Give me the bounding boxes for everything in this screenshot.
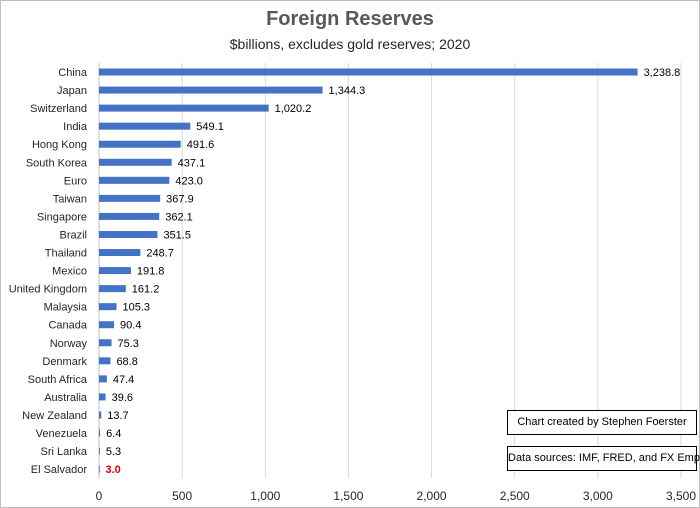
value-label: 362.1 bbox=[165, 211, 193, 223]
category-label: Norway bbox=[50, 338, 88, 350]
category-label: Denmark bbox=[42, 356, 87, 368]
x-tick-label: 3,000 bbox=[583, 489, 613, 503]
bar bbox=[99, 140, 181, 148]
category-label: El Salvador bbox=[31, 464, 88, 476]
category-label: New Zealand bbox=[22, 410, 87, 422]
bar bbox=[99, 194, 161, 202]
category-label: Hong Kong bbox=[32, 139, 87, 151]
value-label: 3,238.8 bbox=[644, 67, 681, 79]
bar bbox=[99, 249, 141, 257]
value-label: 491.6 bbox=[187, 139, 215, 151]
value-label: 549.1 bbox=[196, 121, 224, 133]
bar bbox=[99, 158, 172, 166]
x-tick-label: 2,500 bbox=[500, 489, 530, 503]
x-tick-label: 2,000 bbox=[417, 489, 447, 503]
value-label: 423.0 bbox=[175, 175, 203, 187]
bar bbox=[99, 285, 126, 293]
category-label: Mexico bbox=[52, 266, 87, 278]
bar bbox=[99, 122, 191, 130]
category-label: Brazil bbox=[59, 229, 87, 241]
category-label: Australia bbox=[44, 392, 88, 404]
category-label: Switzerland bbox=[30, 103, 87, 115]
category-label: Taiwan bbox=[53, 193, 87, 205]
category-label: Venezuela bbox=[36, 428, 88, 440]
x-tick-label: 1,500 bbox=[333, 489, 363, 503]
value-label: 3.0 bbox=[105, 464, 120, 476]
category-label: Singapore bbox=[37, 211, 87, 223]
value-label: 1,344.3 bbox=[329, 85, 366, 97]
value-label: 351.5 bbox=[163, 229, 191, 241]
bar bbox=[99, 357, 111, 365]
x-tick-label: 500 bbox=[172, 489, 192, 503]
x-tick-label: 0 bbox=[96, 489, 103, 503]
category-label: South Africa bbox=[28, 374, 88, 386]
bar bbox=[99, 230, 158, 238]
category-label: South Korea bbox=[26, 157, 88, 169]
credit-note: Chart created by Stephen Foerster bbox=[507, 410, 697, 435]
value-label: 105.3 bbox=[123, 302, 151, 314]
category-label: Canada bbox=[48, 320, 87, 332]
category-label: Thailand bbox=[45, 248, 87, 260]
bar bbox=[99, 104, 269, 112]
bar bbox=[99, 321, 115, 329]
value-label: 161.2 bbox=[132, 284, 160, 296]
bar bbox=[99, 429, 101, 437]
category-label: Japan bbox=[57, 85, 87, 97]
value-label: 75.3 bbox=[118, 338, 139, 350]
value-label: 5.3 bbox=[106, 446, 121, 458]
category-label: Euro bbox=[64, 175, 87, 187]
bar bbox=[99, 86, 323, 94]
value-label: 39.6 bbox=[112, 392, 133, 404]
bar bbox=[99, 411, 102, 419]
value-label: 191.8 bbox=[137, 266, 165, 278]
bar bbox=[99, 267, 131, 275]
value-label: 90.4 bbox=[120, 320, 141, 332]
value-label: 437.1 bbox=[178, 157, 206, 169]
x-tick-label: 3,500 bbox=[666, 489, 696, 503]
bar bbox=[99, 465, 100, 473]
value-label: 68.8 bbox=[116, 356, 137, 368]
category-label: China bbox=[58, 67, 88, 79]
bar bbox=[99, 212, 160, 220]
value-label: 248.7 bbox=[146, 248, 174, 260]
category-label: Sri Lanka bbox=[41, 446, 88, 458]
x-tick-label: 1,000 bbox=[250, 489, 280, 503]
category-label: India bbox=[63, 121, 88, 133]
value-label: 1,020.2 bbox=[275, 103, 312, 115]
bar bbox=[99, 68, 638, 76]
value-label: 13.7 bbox=[107, 410, 128, 422]
value-label: 6.4 bbox=[106, 428, 121, 440]
category-label: United Kingdom bbox=[9, 284, 87, 296]
bar bbox=[99, 375, 107, 383]
category-label: Malaysia bbox=[44, 302, 88, 314]
bar bbox=[99, 393, 106, 401]
bar bbox=[99, 303, 117, 311]
value-label: 367.9 bbox=[166, 193, 194, 205]
chart-title: Foreign Reserves bbox=[266, 8, 434, 30]
bar bbox=[99, 447, 100, 455]
bar bbox=[99, 176, 170, 184]
bar bbox=[99, 339, 112, 347]
chart-subtitle: $billions, excludes gold reserves; 2020 bbox=[229, 36, 471, 52]
sources-note: Data sources: IMF, FRED, and FX Empire bbox=[507, 446, 700, 471]
value-label: 47.4 bbox=[113, 374, 134, 386]
